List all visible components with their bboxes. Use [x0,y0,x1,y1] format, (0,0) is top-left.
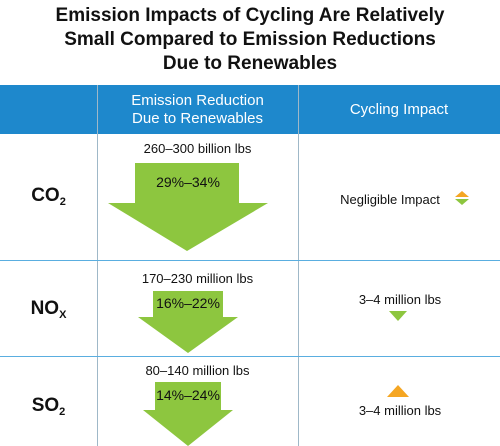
row-divider-2 [0,356,500,357]
reduction-arrow-so2 [143,382,233,446]
pollutant-subscript: 2 [59,196,66,208]
title-line-1: Emission Impacts of Cycling Are Relative… [55,5,445,26]
header-cycling-impact: Cycling Impact [298,85,500,134]
pollutant-so2: SO2 [0,395,97,418]
pollutant-label: SO [31,395,60,416]
up-down-arrows-icon [455,191,469,205]
up-arrow-icon [387,385,409,397]
chart-title: Emission Impacts of Cycling Are Relative… [0,4,500,76]
header-empty-cell [0,85,97,134]
cycling-impact-text: 3–4 million lbs [358,292,442,307]
reduction-arrow-nox [138,291,238,353]
column-divider-2 [298,85,299,446]
pollutant-co2: CO2 [0,185,97,208]
reduction-percent: 29%–34% [156,174,220,190]
reduction-amount: 170–230 million lbs [141,271,254,286]
reduction-percent: 16%–22% [156,295,220,311]
reduction-percent: 14%–24% [156,387,220,403]
pollutant-subscript: 2 [59,406,66,418]
reduction-amount: 80–140 million lbs [145,363,250,378]
pollutant-nox: NOX [0,298,97,321]
pollutant-label: NO [30,298,60,319]
reduction-arrow-co2 [108,163,268,251]
comparison-table: Emission Reduction Due to Renewables Cyc… [0,85,500,446]
pollutant-label: CO [31,185,60,206]
column-divider-1 [97,85,98,446]
header-reduction: Emission Reduction Due to Renewables [97,85,298,134]
pollutant-subscript: X [59,309,67,321]
cycling-impact-text: 3–4 million lbs [358,403,442,418]
down-arrow-icon [389,311,407,321]
title-line-2: Small Compared to Emission Reductions [64,29,436,50]
title-line-3: Due to Renewables [162,53,338,74]
cycling-impact-text: Negligible Impact [340,192,440,207]
reduction-amount: 260–300 billion lbs [143,141,252,156]
row-divider-1 [0,260,500,261]
